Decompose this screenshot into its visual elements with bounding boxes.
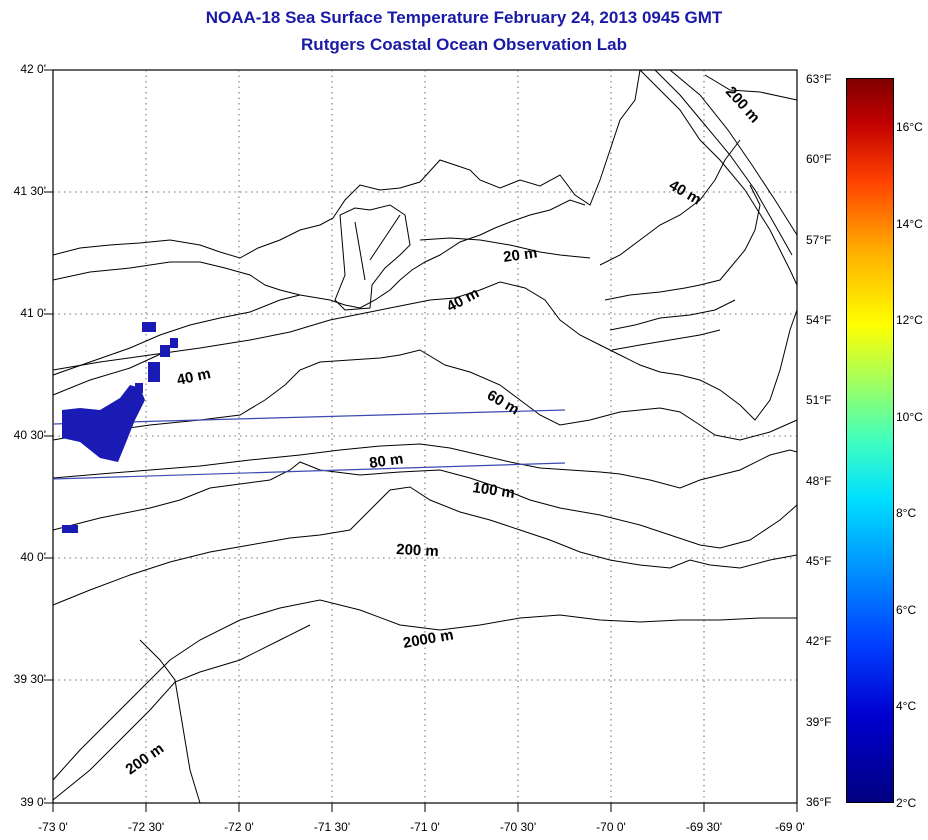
colorbar-c-label: 12°C (896, 313, 923, 327)
contour-label: 40 m (175, 365, 212, 389)
colorbar-f-label: 42°F (806, 634, 832, 648)
colorbar-c-label: 14°C (896, 217, 923, 231)
colorbar-f-label: 63°F (806, 72, 832, 86)
colorbar-f-label: 51°F (806, 393, 832, 407)
lat-label: 41 30' (13, 184, 46, 198)
lon-label: -69 30' (685, 820, 723, 834)
contour-label: 200 m (722, 83, 763, 126)
colorbar-c-label: 16°C (896, 120, 923, 134)
contour-label: 60 m (484, 387, 522, 419)
colorbar-f-label: 54°F (806, 313, 832, 327)
isobaths (52, 237, 798, 804)
lon-label: -72 0' (224, 820, 254, 834)
lat-label: 39 30' (13, 672, 46, 686)
lon-label: -69 0' (775, 820, 805, 834)
colorbar-c-label: 8°C (896, 506, 917, 520)
contour-label: 80 m (368, 450, 404, 472)
colorbar-f-label: 48°F (806, 474, 832, 488)
lon-label: -71 0' (410, 820, 440, 834)
lon-label: -72 30' (127, 820, 165, 834)
colorbar-f-label: 57°F (806, 233, 832, 247)
sst-data-patches (62, 322, 178, 533)
lat-label: 40 0' (20, 550, 46, 564)
contour-label: 20 m (502, 244, 538, 266)
colorbar-c-label: 4°C (896, 699, 917, 713)
colorbar-c-label: 6°C (896, 603, 917, 617)
colorbar-f-label: 36°F (806, 795, 832, 809)
graticule (53, 70, 797, 803)
coastline (52, 69, 798, 396)
contour-label: 100 m (471, 479, 515, 502)
map-subtitle: Rutgers Coastal Ocean Observation Lab (301, 35, 627, 54)
contour-label: 200 m (396, 541, 439, 560)
contour-label: 200 m (123, 740, 168, 778)
colorbar-c-label: 10°C (896, 410, 923, 424)
lon-label: -70 0' (596, 820, 626, 834)
lat-label: 39 0' (20, 795, 46, 809)
lat-label: 42 0' (20, 62, 46, 76)
colorbar-f-label: 39°F (806, 715, 832, 729)
lat-label: 40 30' (13, 428, 46, 442)
colorbar-f-label: 45°F (806, 554, 832, 568)
contour-label: 40 m (666, 177, 704, 209)
lon-label: -71 30' (313, 820, 351, 834)
temperature-colorbar (846, 78, 894, 803)
tick-marks (44, 69, 798, 812)
map-title: NOAA-18 Sea Surface Temperature February… (205, 8, 723, 27)
contour-label: 40 m (444, 284, 482, 315)
lon-label: -73 0' (38, 820, 68, 834)
lon-label: -70 30' (499, 820, 537, 834)
contour-label: 2000 m (402, 626, 455, 652)
lat-label: 41 0' (20, 306, 46, 320)
colorbar-f-label: 60°F (806, 152, 832, 166)
colorbar-c-label: 2°C (896, 796, 917, 810)
track-lines (52, 409, 566, 480)
